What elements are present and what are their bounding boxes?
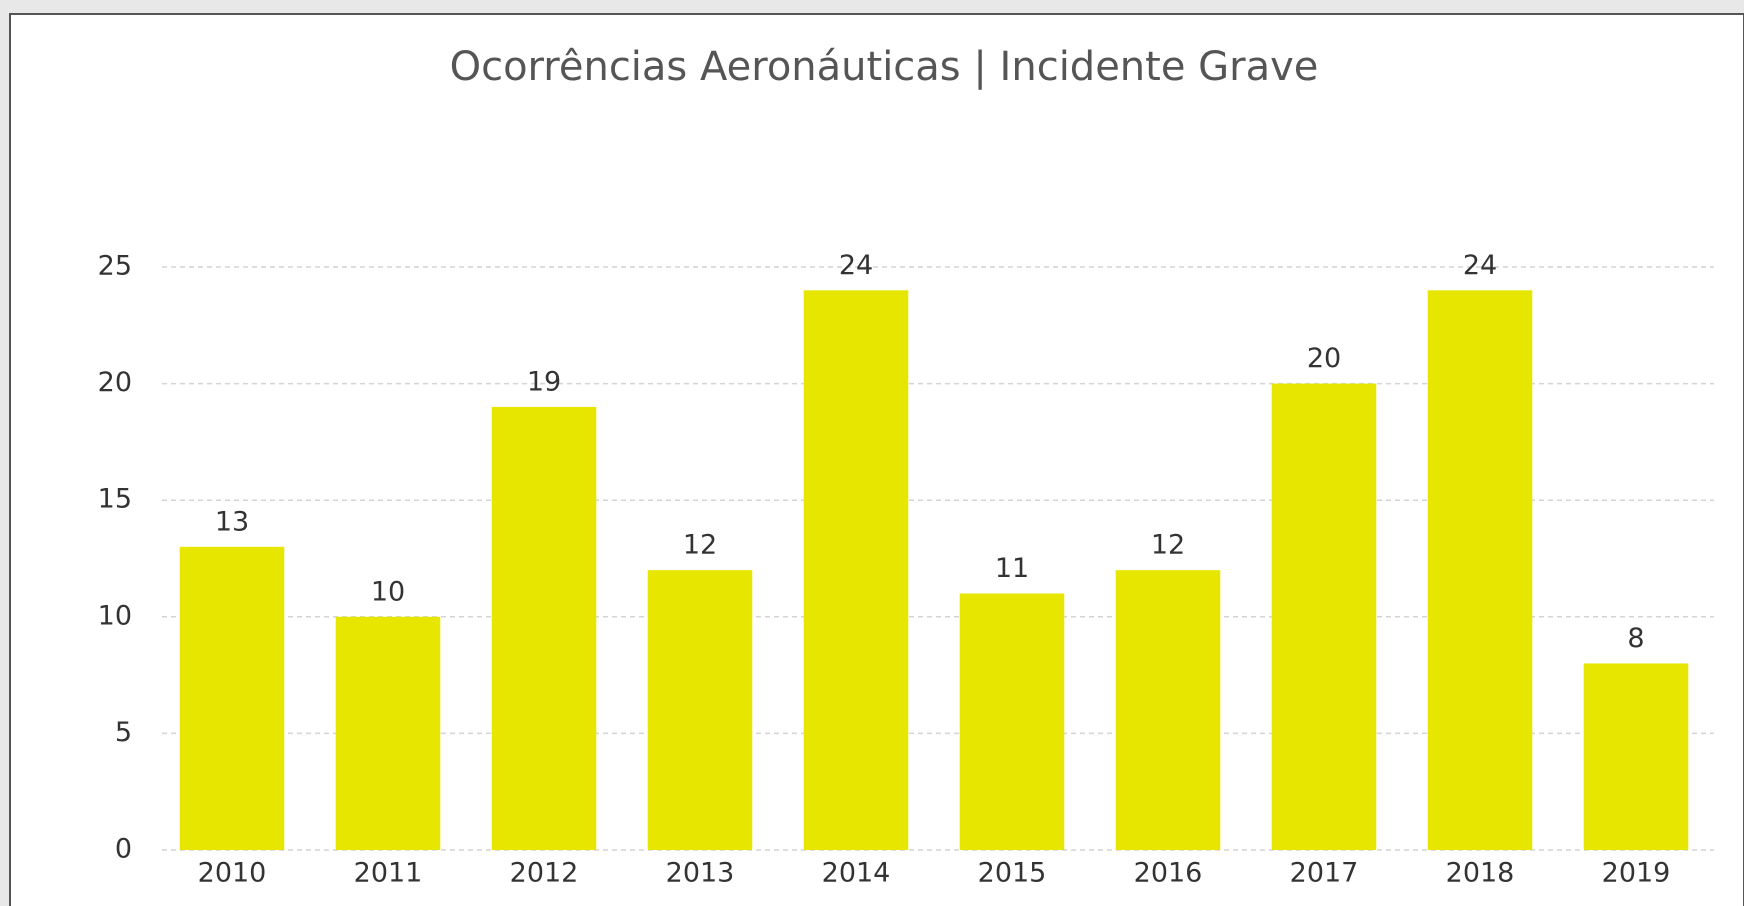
- x-tick-label: 2014: [822, 858, 891, 889]
- data-label: 8: [1627, 623, 1644, 654]
- y-tick-label: 20: [98, 367, 132, 398]
- data-label: 20: [1307, 343, 1341, 374]
- x-tick-label: 2015: [978, 858, 1047, 889]
- x-tick-label: 2013: [666, 858, 735, 889]
- bar: [959, 593, 1065, 850]
- data-label: 13: [215, 506, 249, 537]
- bar: [803, 290, 909, 850]
- data-label: 12: [683, 530, 717, 561]
- y-tick-label: 15: [98, 484, 132, 515]
- bar: [1115, 570, 1221, 850]
- bar: [335, 616, 441, 850]
- x-tick-label: 2012: [510, 858, 579, 889]
- x-tick-label: 2010: [198, 858, 267, 889]
- x-tick-label: 2017: [1290, 858, 1359, 889]
- chart-title: Ocorrências Aeronáuticas | Incidente Gra…: [450, 44, 1319, 90]
- bar: [1583, 663, 1689, 850]
- y-tick-label: 0: [115, 834, 132, 865]
- data-label: 24: [839, 250, 873, 281]
- data-label: 19: [527, 366, 561, 397]
- data-label: 12: [1151, 530, 1185, 561]
- data-label: 11: [995, 553, 1029, 584]
- x-tick-label: 2019: [1602, 858, 1671, 889]
- x-tick-label: 2016: [1134, 858, 1203, 889]
- data-label: 24: [1463, 250, 1497, 281]
- bar: [1271, 383, 1377, 850]
- bar: [179, 546, 285, 850]
- y-tick-label: 10: [98, 600, 132, 631]
- data-label: 10: [371, 576, 405, 607]
- bar: [1427, 290, 1533, 850]
- bar: [491, 406, 597, 850]
- y-tick-label: 5: [115, 717, 132, 748]
- y-tick-label: 25: [98, 251, 132, 282]
- bar: [647, 570, 753, 850]
- x-tick-label: 2011: [354, 858, 423, 889]
- x-tick-label: 2018: [1446, 858, 1515, 889]
